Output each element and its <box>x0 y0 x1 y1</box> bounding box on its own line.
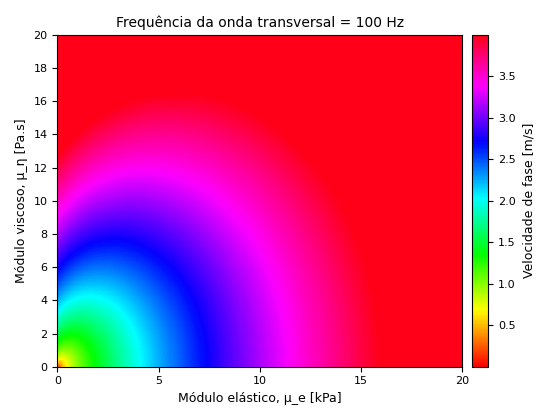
Y-axis label: Módulo viscoso, μ_η [Pa.s]: Módulo viscoso, μ_η [Pa.s] <box>15 118 28 283</box>
Title: Frequência da onda transversal = 100 Hz: Frequência da onda transversal = 100 Hz <box>116 15 404 29</box>
Y-axis label: Velocidade de fase [m/s]: Velocidade de fase [m/s] <box>523 123 536 278</box>
X-axis label: Módulo elástico, μ_e [kPa]: Módulo elástico, μ_e [kPa] <box>178 392 342 405</box>
